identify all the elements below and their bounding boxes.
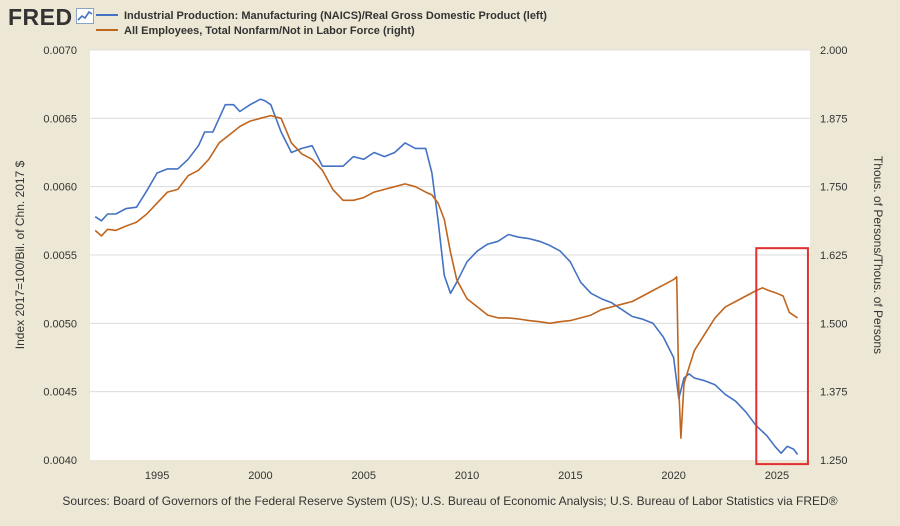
- series-line-employees-not-in-labor-force: [94, 114, 799, 439]
- y-right-tick-label: 2.000: [820, 45, 848, 57]
- legend-swatch-orange: [96, 29, 118, 32]
- y-left-tick-label: 0.0070: [43, 45, 77, 57]
- y-right-tick-label: 1.500: [820, 318, 848, 330]
- series-line-industrial-production-gdp: [94, 98, 799, 455]
- x-tick-label: 2010: [455, 470, 479, 482]
- legend-label-right-series: All Employees, Total Nonfarm/Not in Labo…: [124, 25, 415, 37]
- y-right-tick-label: 1.375: [820, 387, 848, 399]
- gridlines: [90, 49, 810, 393]
- fred-chart-icon: [76, 8, 94, 24]
- x-tick-label: 1995: [145, 470, 169, 482]
- source-note: Sources: Board of Governors of the Feder…: [62, 494, 838, 508]
- y-right-tick-label: 1.750: [820, 182, 848, 194]
- legend-item-left-series: Industrial Production: Manufacturing (NA…: [96, 10, 547, 22]
- legend-item-right-series: All Employees, Total Nonfarm/Not in Labo…: [96, 25, 415, 37]
- x-tick-label: 2020: [661, 470, 685, 482]
- x-tick-label: 2005: [352, 470, 376, 482]
- series-layer: [94, 98, 799, 455]
- y-right-tick-label: 1.250: [820, 455, 848, 467]
- y-left-tick-label: 0.0065: [43, 113, 77, 125]
- y-left-tick-label: 0.0045: [43, 387, 77, 399]
- tick-labels: 0.0040 0.0045 0.0050 0.0055 0.0060 0.0065 0.00…: [43, 45, 847, 482]
- y-axis-right-title: Thous. of Persons/Thous. of Persons: [871, 156, 885, 354]
- y-right-tick-label: 1.875: [820, 113, 848, 125]
- y-left-tick-label: 0.0060: [43, 182, 77, 194]
- legend-swatch-blue: [96, 14, 118, 17]
- y-axis-left-title: Index 2017=100/Bil. of Chn. 2017 $: [13, 160, 27, 349]
- fred-logo: FRED: [8, 4, 73, 30]
- highlight-layer: [755, 247, 809, 466]
- x-tick-label: 2015: [558, 470, 582, 482]
- y-right-tick-label: 1.625: [820, 250, 848, 262]
- x-tick-label: 2025: [765, 470, 789, 482]
- highlight-box: [755, 247, 809, 466]
- y-left-tick-label: 0.0050: [43, 318, 77, 330]
- legend-label-left-series: Industrial Production: Manufacturing (NA…: [124, 10, 547, 22]
- y-left-tick-label: 0.0055: [43, 250, 77, 262]
- y-left-tick-label: 0.0040: [43, 455, 77, 467]
- x-tick-label: 2000: [248, 470, 272, 482]
- chart-header: FRED Industrial Production: Manufacturin…: [0, 0, 900, 46]
